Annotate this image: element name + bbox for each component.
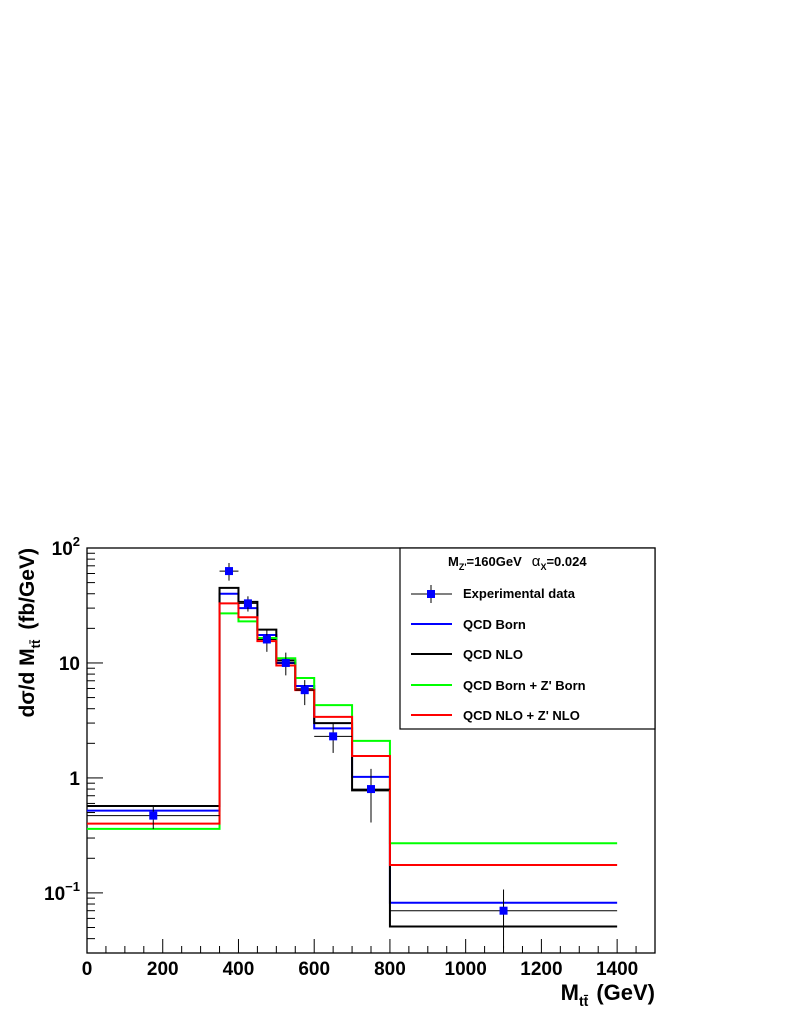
axis-ticks: [86, 547, 656, 954]
legend-entry-qcd-nlo: QCD NLO: [411, 647, 523, 662]
y-axis-title-units: (fb/GeV): [16, 548, 39, 630]
x-tick-label: 800: [374, 959, 406, 980]
y-axis-title-sub: tt̄: [28, 639, 43, 648]
y-axis-title-prefix: dσ/d M: [16, 648, 39, 717]
legend-marker-square: [427, 590, 435, 598]
data-point: [87, 806, 220, 829]
legend-header-m-val: =160GeV: [466, 554, 522, 569]
x-tick-label: 1200: [520, 959, 562, 980]
legend-box: [399, 547, 656, 730]
y-tick-label-base: 1: [69, 769, 80, 790]
data-point-marker: [499, 906, 508, 915]
data-point-marker: [149, 811, 158, 820]
x-tick-label: 1400: [596, 959, 638, 980]
y-tick-label: 102: [52, 534, 80, 560]
y-axis-title: dσ/d Mtt̄ (fb/GeV): [16, 548, 43, 718]
x-tick-label: 200: [147, 959, 179, 980]
legend-entry-qcd-nlo-zprime-nlo: QCD NLO + Z' NLO: [411, 708, 580, 723]
data-point-marker: [281, 658, 290, 667]
legend-entry-experimental-data: Experimental data: [411, 585, 576, 603]
x-tick-label: 1000: [445, 959, 487, 980]
legend-label-experimental-data: Experimental data: [463, 586, 576, 601]
legend-label-qcd-nlo-zprime-nlo: QCD NLO + Z' NLO: [463, 708, 580, 723]
legend-header-alpha-sub: X: [540, 562, 546, 572]
y-tick-label-exponent: −1: [65, 879, 80, 894]
x-tick-label: 0: [82, 959, 93, 980]
data-point: [352, 768, 390, 823]
data-point-marker: [300, 686, 309, 695]
y-tick-label-base: 10: [52, 539, 73, 560]
y-tick-label: 10: [59, 654, 80, 675]
legend-header-m-sub: Z': [459, 562, 467, 572]
experimental-data-points: [87, 563, 618, 949]
data-point: [238, 596, 258, 612]
legend-entry-qcd-born: QCD Born: [411, 617, 526, 632]
legend-header-alpha: α: [532, 553, 541, 570]
legend-header-m: M: [448, 554, 459, 569]
data-point: [314, 723, 353, 753]
x-axis-title-main: M: [561, 980, 579, 1005]
legend-label-qcd-nlo: QCD NLO: [463, 647, 523, 662]
x-tick-label: 600: [298, 959, 330, 980]
x-tick-label: 400: [223, 959, 255, 980]
x-axis-title: Mtt̄ (GeV): [561, 980, 655, 1009]
legend-header: MZ'=160GeV αX=0.024: [448, 553, 587, 572]
y-tick-label: 10−1: [44, 879, 80, 905]
legend-label-qcd-born: QCD Born: [463, 617, 526, 632]
data-point-marker: [243, 599, 252, 608]
data-point-marker: [367, 785, 375, 794]
legend-header-alpha-val: =0.024: [546, 554, 587, 569]
data-point: [295, 680, 315, 706]
data-point-marker: [262, 635, 271, 644]
legend-label-qcd-born-zprime-born: QCD Born + Z' Born: [463, 678, 586, 693]
data-point-marker: [329, 732, 338, 741]
legend: MZ'=160GeV αX=0.024 Experimental data QCD…: [399, 547, 656, 730]
data-point-marker: [225, 567, 233, 576]
y-tick-label-base: 10: [59, 654, 80, 675]
x-tick-labels: 0 200 400 600 800 1000 1200 1400: [82, 959, 639, 980]
x-axis-title-units: (GeV): [596, 980, 655, 1005]
y-tick-label-base: 10: [44, 884, 65, 905]
legend-entry-qcd-born-zprime-born: QCD Born + Z' Born: [411, 678, 586, 693]
data-point: [257, 629, 277, 652]
data-point: [276, 652, 296, 676]
x-axis-title-sub: tt̄: [579, 993, 589, 1009]
y-tick-label: 1: [69, 769, 80, 790]
y-tick-label-exponent: 2: [73, 534, 80, 549]
data-point: [219, 563, 239, 581]
data-point: [389, 889, 618, 949]
